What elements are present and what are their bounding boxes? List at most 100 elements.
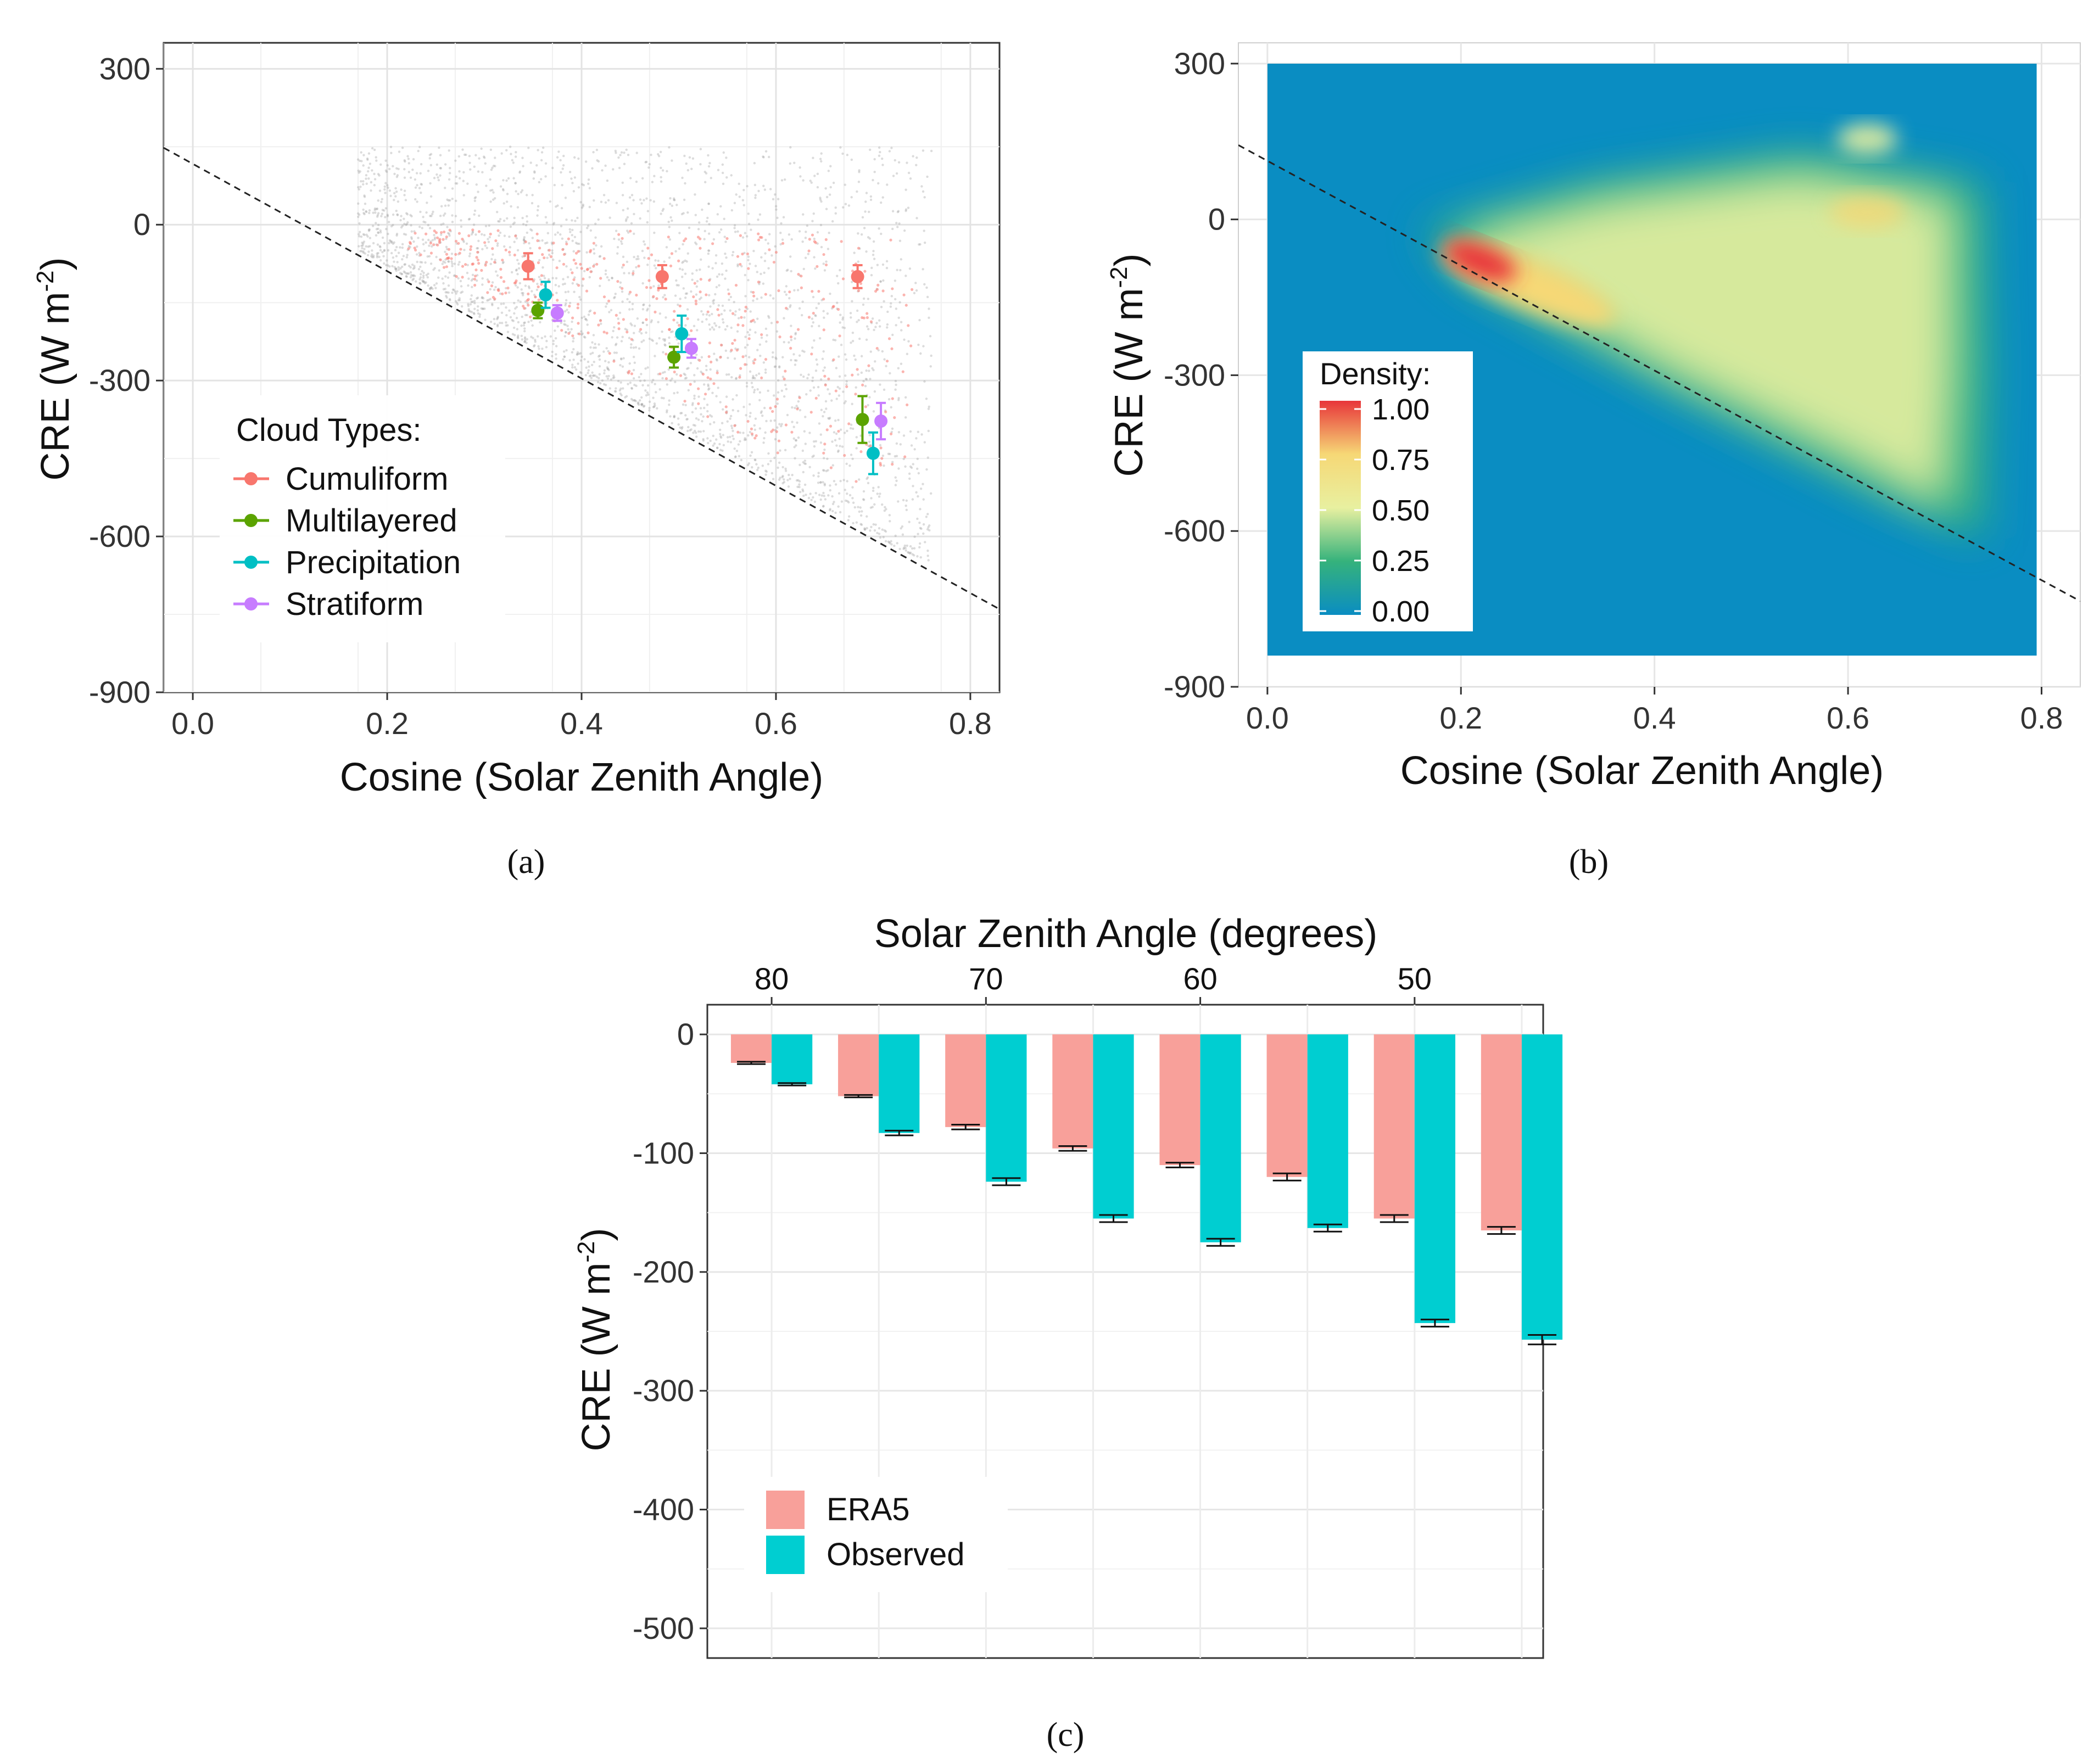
background-cumuliform-point	[790, 430, 794, 434]
background-point	[465, 242, 468, 245]
background-point	[830, 399, 833, 402]
background-point	[710, 177, 712, 180]
background-point	[583, 335, 586, 338]
background-point	[446, 232, 450, 234]
colorbar-tick-label: 0.25	[1372, 545, 1429, 578]
background-point	[365, 210, 367, 213]
background-point	[721, 262, 724, 265]
background-point	[845, 358, 848, 361]
background-point	[431, 245, 433, 248]
background-point	[388, 189, 392, 192]
background-point	[904, 188, 907, 191]
background-point	[829, 484, 831, 487]
background-cumuliform-point	[778, 335, 781, 339]
bar-rect	[730, 1034, 772, 1063]
background-cumuliform-point	[694, 302, 698, 306]
background-point	[824, 498, 827, 501]
background-point	[686, 169, 690, 172]
background-point	[897, 316, 900, 320]
background-point	[630, 387, 633, 390]
background-point	[470, 298, 472, 301]
background-point	[747, 212, 750, 215]
background-point	[406, 155, 409, 158]
background-cumuliform-point	[906, 403, 909, 407]
background-point	[909, 545, 912, 548]
background-point	[421, 270, 423, 273]
point-precipitation	[866, 431, 880, 475]
background-point	[684, 377, 686, 380]
background-point	[362, 251, 365, 254]
background-cumuliform-point	[774, 250, 778, 254]
point-precipitation	[675, 314, 689, 354]
background-point	[857, 373, 859, 376]
background-point	[675, 284, 678, 287]
background-point	[749, 430, 752, 434]
background-point	[827, 417, 830, 419]
background-point	[393, 241, 395, 244]
background-point	[912, 463, 914, 466]
background-point	[600, 200, 603, 203]
background-point	[777, 198, 780, 200]
background-point	[783, 290, 786, 293]
background-point	[514, 182, 517, 184]
background-point	[645, 394, 648, 397]
background-cumuliform-point	[757, 232, 760, 236]
background-point	[817, 472, 820, 474]
background-point	[863, 527, 866, 530]
background-point	[386, 214, 389, 216]
background-cumuliform-point	[602, 295, 606, 299]
background-point	[792, 425, 795, 428]
background-point	[782, 216, 785, 219]
background-point	[416, 245, 418, 248]
data-point	[851, 270, 864, 283]
background-point	[397, 266, 400, 269]
background-point	[426, 255, 429, 258]
background-cumuliform-point	[854, 393, 857, 396]
background-point	[395, 245, 398, 249]
background-point	[673, 199, 676, 201]
background-point	[722, 182, 725, 186]
background-point	[801, 488, 804, 491]
background-point	[422, 215, 425, 219]
background-point	[845, 383, 848, 386]
data-point	[655, 270, 669, 283]
background-point	[894, 279, 897, 282]
background-point	[706, 410, 709, 413]
background-point	[473, 199, 477, 203]
background-point	[923, 241, 926, 244]
background-point	[827, 170, 830, 172]
background-point	[523, 336, 527, 339]
x-tick-label: 60	[1183, 961, 1217, 996]
background-point	[737, 317, 740, 320]
background-point	[460, 305, 464, 308]
background-point	[618, 311, 622, 315]
background-point	[712, 302, 715, 305]
background-point	[630, 397, 633, 401]
background-point	[841, 318, 844, 321]
data-point	[866, 446, 880, 460]
background-point	[556, 204, 559, 207]
background-point	[822, 505, 825, 507]
background-point	[633, 212, 635, 216]
background-point	[521, 189, 524, 192]
background-point	[848, 494, 852, 497]
background-point	[753, 428, 757, 432]
background-point	[580, 206, 584, 209]
background-point	[904, 396, 907, 399]
background-point	[702, 415, 705, 418]
background-point	[809, 180, 812, 182]
background-point	[803, 483, 807, 486]
background-point	[572, 340, 574, 343]
panel-c-caption: (c)	[1047, 1716, 1085, 1754]
background-point	[394, 267, 397, 271]
background-cumuliform-point	[476, 250, 479, 254]
background-point	[526, 338, 529, 341]
background-point	[811, 324, 813, 328]
background-point	[410, 273, 413, 277]
background-point	[768, 155, 770, 159]
background-point	[381, 236, 384, 239]
background-cumuliform-point	[710, 360, 713, 363]
background-point	[760, 336, 763, 339]
background-point	[489, 298, 492, 300]
background-point	[447, 284, 450, 287]
